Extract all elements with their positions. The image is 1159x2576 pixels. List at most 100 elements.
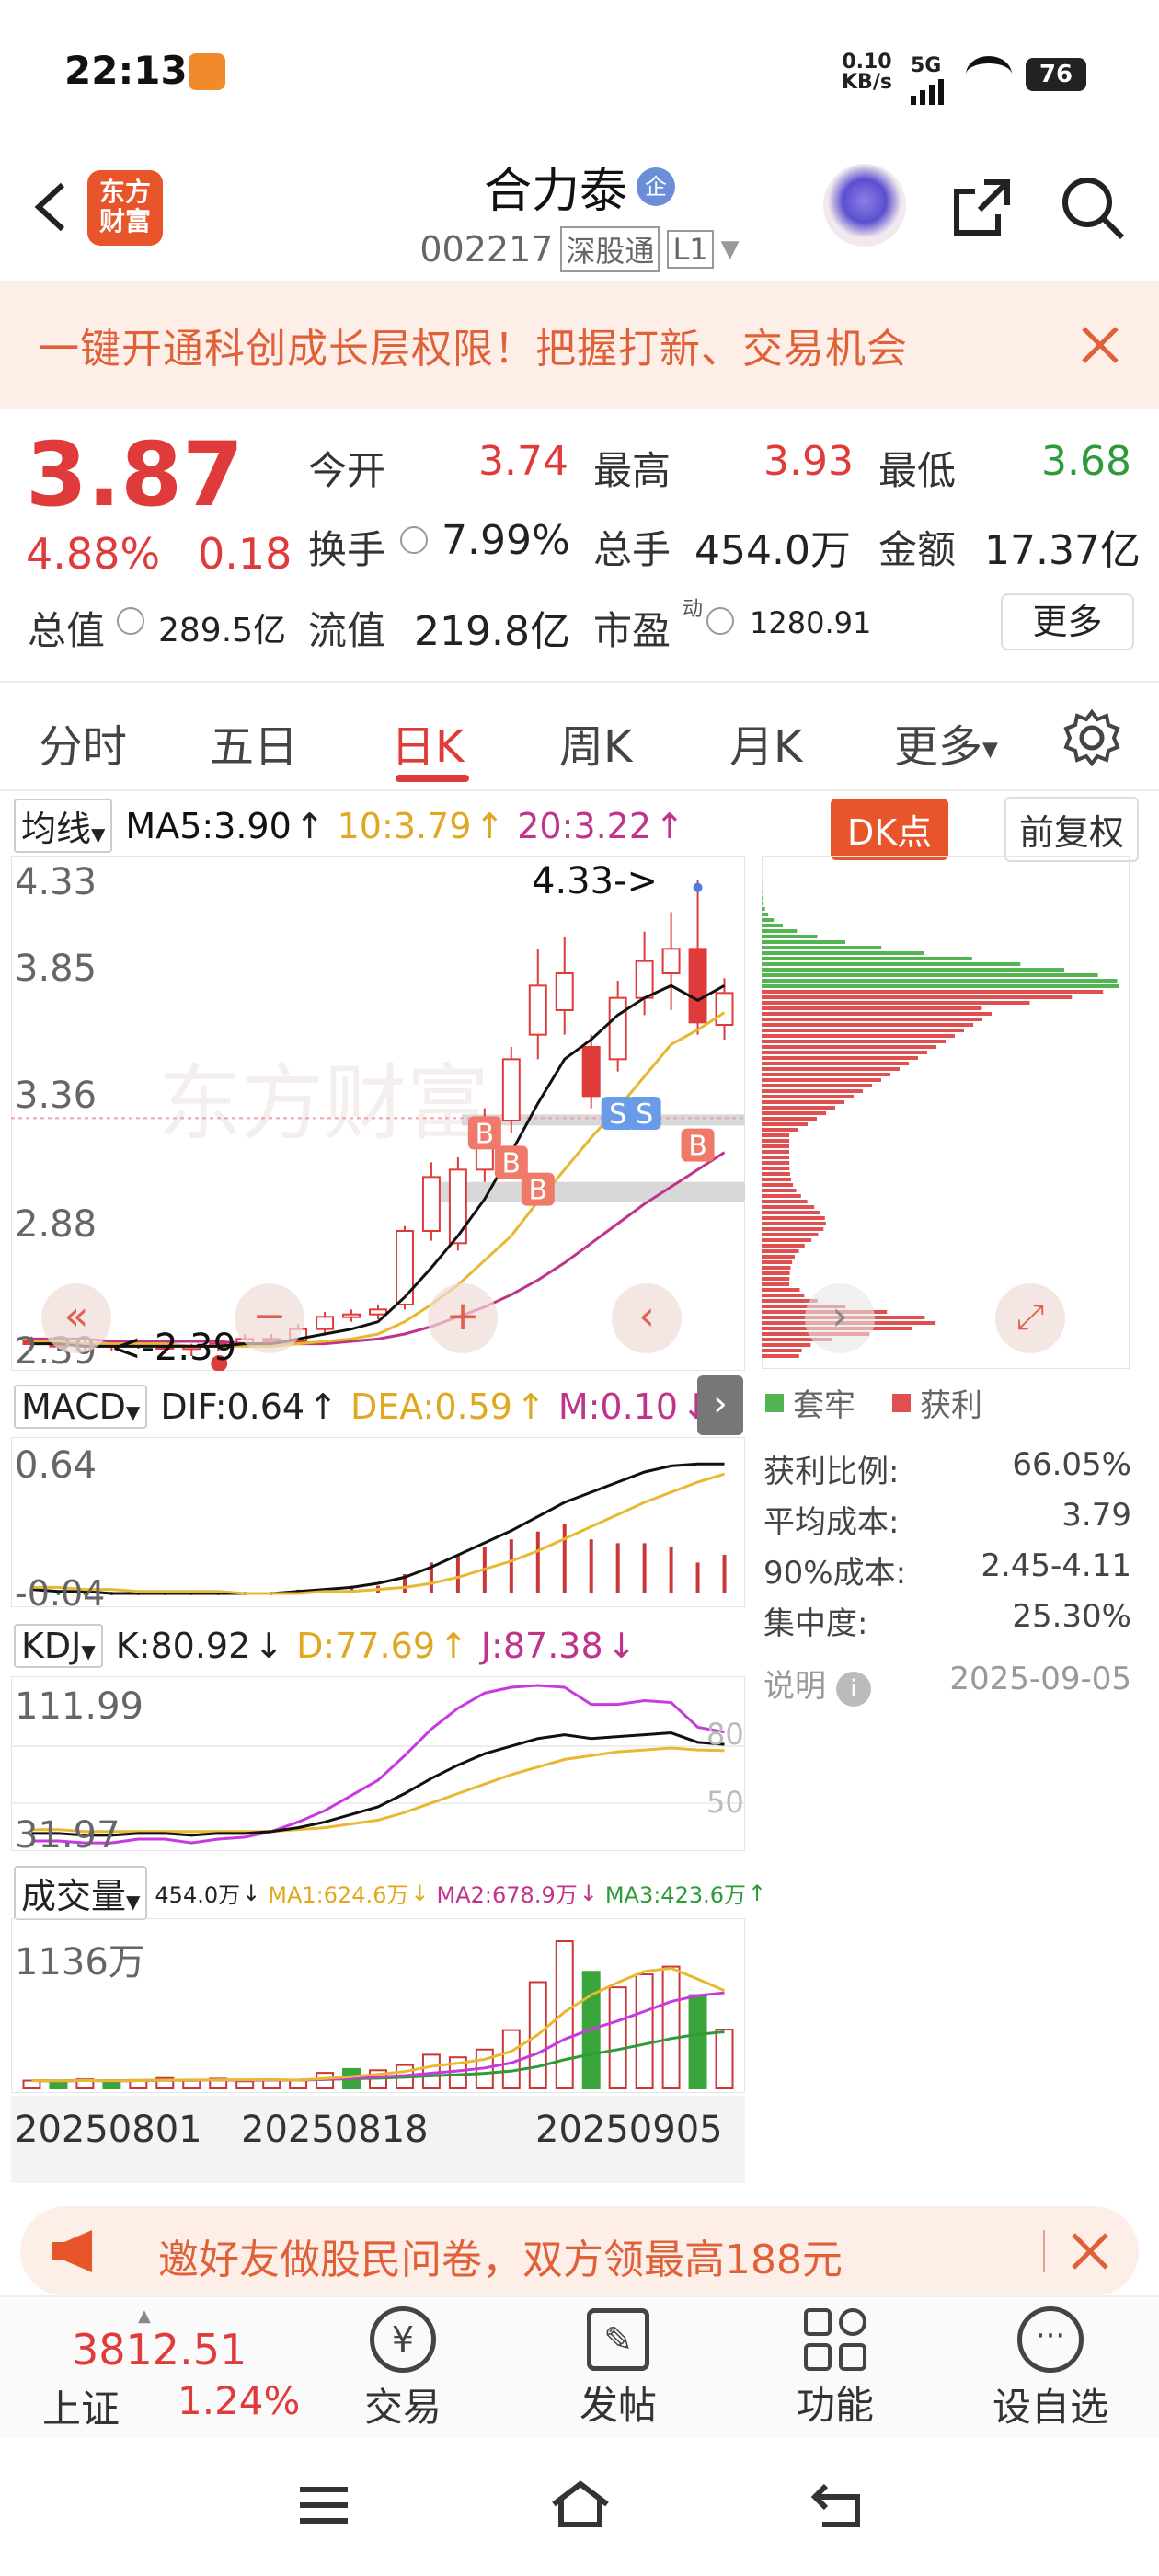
chip-bar [762,1045,936,1049]
zoom-in-icon[interactable]: + [428,1283,498,1353]
ma10-value: 10:3.79 [337,805,472,846]
turnover-label: 换手 [308,527,386,572]
nav-trade[interactable]: ¥ 交易 [329,2306,476,2432]
candle [528,984,547,1036]
ma-selector[interactable]: 均线▼ [14,799,113,853]
scroll-left-icon[interactable]: « [41,1283,111,1353]
expand-icon[interactable]: ⤢ [995,1283,1065,1353]
buy-marker-label: B [476,1118,495,1150]
k-line [31,1731,725,1837]
step-right-icon[interactable]: › [805,1283,875,1353]
chip-bar [762,935,818,938]
high-label: 最高 [593,448,671,493]
chip-bar [762,1111,826,1115]
chip-bar [762,1062,909,1065]
enterprise-badge: 企 [637,167,675,206]
change-pct: 4.88% [26,529,161,579]
more-dots-icon: ··· [1017,2306,1084,2373]
kdj-selector[interactable]: KDJ▼ [14,1624,103,1668]
invite-promo-bar[interactable]: 邀好友做股民问卷，双方领最高188元 [20,2206,1139,2296]
volume-value: 454.0万 [694,527,851,574]
robot-avatar-icon[interactable] [823,164,906,247]
nav-functions[interactable]: 功能 [762,2306,909,2431]
volume-chart[interactable] [11,1918,745,2093]
pe-superscript: 动 [683,598,704,621]
up-arrow-icon: ↑ [515,1386,545,1427]
chip-bar [762,1233,819,1236]
zoom-out-icon[interactable]: − [235,1283,304,1353]
chip-stat: 获利比例: 66.05% [763,1446,1131,1490]
megaphone-icon [48,2226,103,2276]
tab-five-day[interactable]: 五日 [210,721,299,773]
info-icon[interactable] [400,526,428,554]
step-left-icon[interactable]: ‹ [612,1283,682,1353]
tab-intraday[interactable]: 分时 [39,721,128,773]
adjust-button[interactable]: 前复权 [1004,797,1140,862]
kdj-legend: KDJ▼ K:80.92 ↓ D:77.69 ↑ J:87.38 ↓ [14,1624,636,1668]
info-icon[interactable] [117,607,144,635]
tab-weekly-k[interactable]: 周K [559,721,633,773]
battery-icon: 76 [1026,58,1086,91]
nav-post[interactable]: ✎ 发帖 [545,2306,692,2431]
tab-more[interactable]: 更多▼ [894,721,998,773]
kdj-chart[interactable] [11,1676,745,1851]
index-quote[interactable]: ▲ 3812.51 上证 1.24% [26,2297,302,2435]
buy-marker-label: B [688,1131,707,1163]
back-nav-icon[interactable] [809,2480,868,2530]
ma20-line [31,1151,726,1346]
chip-bar [762,1222,826,1225]
chip-bar [762,951,924,955]
macd-selector[interactable]: MACD▼ [14,1385,148,1429]
chip-bar [762,973,1098,977]
search-icon[interactable] [1058,173,1127,242]
chip-bar [762,1018,982,1021]
tab-daily-k[interactable]: 日K [391,721,465,773]
volume-bar [182,2079,201,2090]
kdj-tick: 31.97 [15,1814,120,1857]
net-speed-value: 0.10 [842,51,892,74]
volume-bar [661,1965,681,2089]
candle [661,948,681,975]
price-tick: 3.85 [15,948,98,990]
volume-tick: 1136万 [15,1941,145,1984]
watermark: 东方财富 [158,1055,489,1152]
chip-bar [762,1189,797,1192]
home-icon[interactable] [548,2478,613,2530]
date-axis: 20250801 20250818 20250905 [11,2096,745,2183]
info-icon[interactable] [706,607,734,635]
index-change: 1.24% [178,2378,301,2423]
chip-bar [762,1178,791,1181]
close-icon[interactable] [1069,2230,1111,2272]
stock-code: 002217 [419,229,554,270]
chip-bar [762,1205,815,1209]
nav-add-watchlist[interactable]: ··· 设自选 [977,2306,1124,2432]
dea-line [31,1472,725,1595]
price-tick: 2.88 [15,1203,98,1246]
info-icon[interactable]: i [835,1672,871,1707]
macd-chart[interactable] [11,1437,745,1607]
pe-label: 市盈 [593,608,671,653]
volume-selector[interactable]: 成交量▼ [14,1866,148,1920]
low-dot [211,1355,228,1371]
menu-icon[interactable] [296,2484,351,2526]
volume-bar [555,1940,574,2089]
promo-banner[interactable]: 一键开通科创成长层权限！把握打新、交易机会 [0,281,1159,409]
back-icon[interactable] [28,179,74,235]
more-button[interactable]: 更多 [1001,593,1134,650]
dk-point-button[interactable]: DK点 [831,799,949,860]
chevron-down-icon[interactable]: ▼ [720,236,740,263]
close-icon[interactable] [1078,323,1122,367]
gear-icon[interactable] [1062,708,1121,767]
share-icon[interactable] [947,173,1016,242]
expand-panel-icon[interactable]: › [697,1375,743,1435]
up-arrow-icon: ↑ [294,805,325,846]
price-tick: 4.33 [15,861,98,903]
app-logo[interactable]: 东方财富 [87,170,163,246]
explain-label[interactable]: 说明 [763,1668,826,1705]
tab-monthly-k[interactable]: 月K [729,721,803,773]
candle [448,1168,467,1245]
chip-bar [762,1084,872,1087]
chip-bar [762,1012,992,1016]
chip-bar [762,1305,846,1308]
